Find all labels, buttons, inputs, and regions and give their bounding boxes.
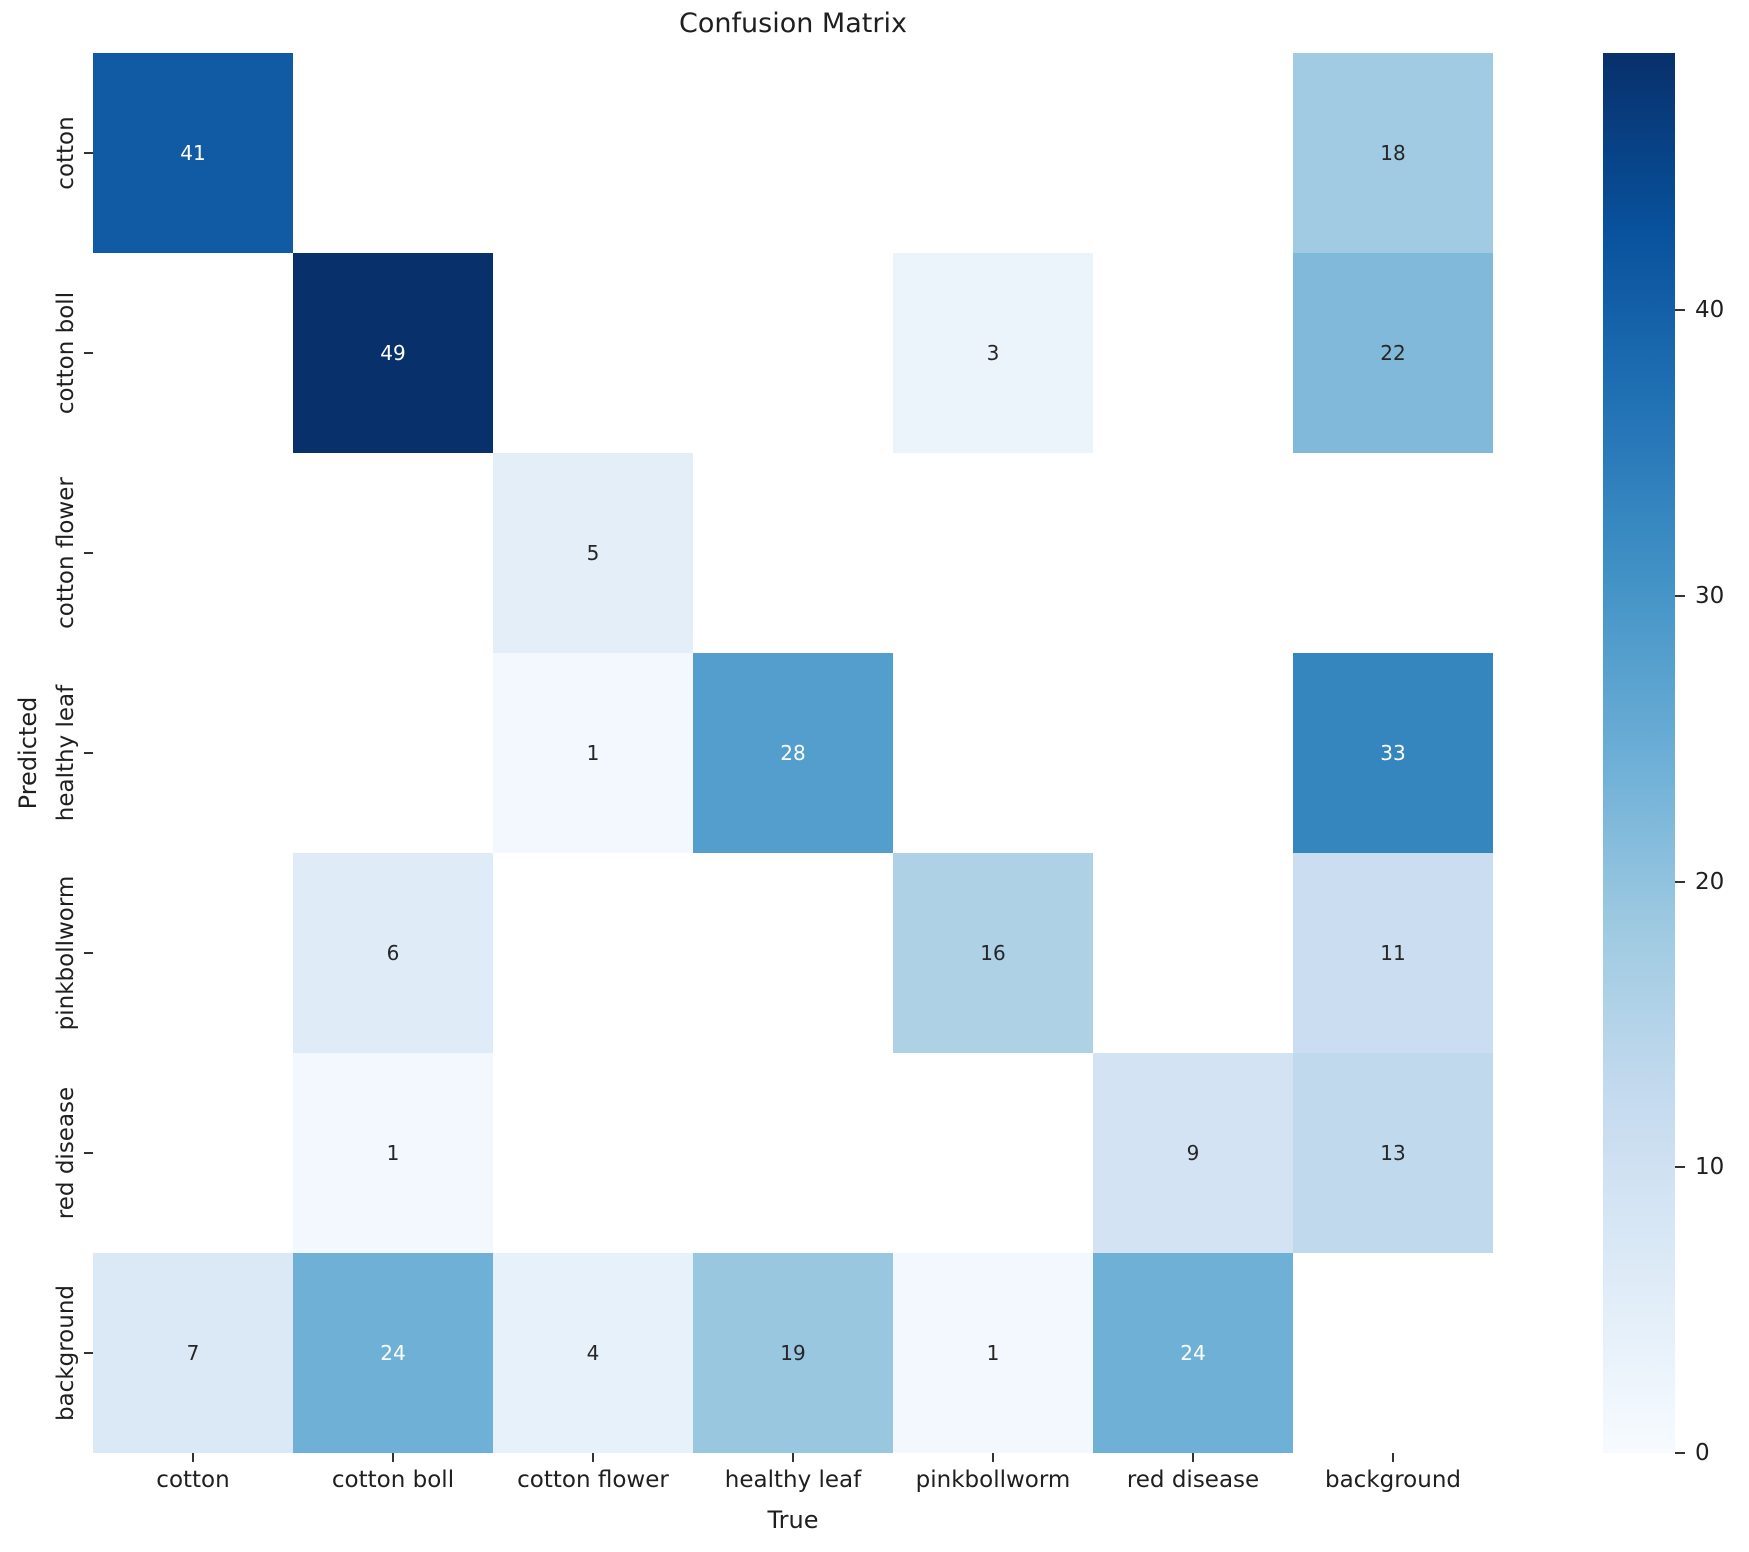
heatmap-cell: 5 — [493, 453, 693, 653]
colorbar-tick-mark — [1675, 309, 1685, 312]
heatmap-cell — [1293, 453, 1493, 653]
y-tick-label: cotton — [53, 116, 79, 190]
heatmap-cell — [893, 53, 1093, 253]
x-tick-label: red disease — [1126, 1467, 1260, 1493]
colorbar-tick-label: 10 — [1695, 1154, 1725, 1181]
colorbar-tick-label: 30 — [1695, 582, 1725, 609]
x-axis-label: True — [767, 1506, 819, 1534]
heatmap-cell — [1093, 653, 1293, 853]
y-axis-label: Predicted — [14, 696, 42, 810]
heatmap-cell: 11 — [1293, 853, 1493, 1053]
heatmap-cell — [1093, 253, 1293, 453]
y-tick-mark — [84, 752, 93, 754]
colorbar — [1603, 53, 1675, 1453]
heatmap-cell — [93, 853, 293, 1053]
x-tick-label: cotton — [156, 1467, 230, 1493]
x-tick-mark — [392, 1453, 394, 1462]
heatmap-cell — [93, 653, 293, 853]
y-tick-label: background — [53, 1284, 79, 1422]
colorbar-tick-mark — [1675, 1452, 1685, 1454]
y-tick-mark — [84, 352, 93, 354]
heatmap-cell: 24 — [293, 1253, 493, 1453]
heatmap-cell — [693, 453, 893, 653]
heatmap-cell: 49 — [293, 253, 493, 453]
heatmap-cell — [893, 453, 1093, 653]
colorbar-tick-label: 20 — [1695, 868, 1725, 895]
heatmap-cell — [493, 253, 693, 453]
heatmap-cell — [93, 453, 293, 653]
colorbar-tick-mark — [1675, 1166, 1685, 1169]
y-tick-mark — [84, 1152, 93, 1154]
heatmap-cell — [493, 1053, 693, 1253]
x-tick-mark — [192, 1453, 194, 1462]
heatmap-cell: 9 — [1093, 1053, 1293, 1253]
heatmap-cell — [1093, 53, 1293, 253]
heatmap-cell — [893, 1053, 1093, 1253]
x-tick-mark — [592, 1453, 594, 1462]
colorbar-tick-mark — [1675, 880, 1685, 883]
x-tick-label: pinkbollworm — [915, 1467, 1071, 1493]
heatmap-cell — [1293, 1253, 1493, 1453]
x-tick-mark — [1192, 1453, 1194, 1462]
heatmap-cell: 16 — [893, 853, 1093, 1053]
y-tick-mark — [84, 1352, 93, 1354]
colorbar-tick-label: 40 — [1695, 297, 1725, 324]
heatmap-cell: 18 — [1293, 53, 1493, 253]
heatmap-cell — [1093, 853, 1293, 1053]
heatmap-cell: 13 — [1293, 1053, 1493, 1253]
x-tick-mark — [1392, 1453, 1394, 1462]
x-tick-label: healthy leaf — [724, 1467, 862, 1493]
x-tick-label: background — [1324, 1467, 1462, 1493]
heatmap-cell — [293, 653, 493, 853]
heatmap-cell — [493, 53, 693, 253]
y-tick-label: cotton flower — [53, 477, 79, 629]
heatmap-cell — [93, 253, 293, 453]
heatmap-cell — [293, 453, 493, 653]
heatmap-cell: 1 — [893, 1253, 1093, 1453]
colorbar-tick-mark — [1675, 594, 1685, 597]
heatmap-cell — [693, 253, 893, 453]
heatmap-cell: 7 — [93, 1253, 293, 1453]
chart-title: Confusion Matrix — [679, 8, 907, 39]
y-tick-mark — [84, 152, 93, 154]
y-tick-label: healthy leaf — [53, 684, 79, 822]
x-tick-label: cotton boll — [331, 1467, 455, 1493]
y-tick-label: pinkbollworm — [53, 875, 79, 1031]
y-tick-label: cotton boll — [53, 291, 79, 415]
heatmap-cell: 24 — [1093, 1253, 1293, 1453]
heatmap-cell — [693, 1053, 893, 1253]
heatmap-cell: 6 — [293, 853, 493, 1053]
heatmap-cell: 19 — [693, 1253, 893, 1453]
heatmap-cell — [1093, 453, 1293, 653]
x-tick-label: cotton flower — [517, 1467, 669, 1493]
x-tick-mark — [792, 1453, 794, 1462]
x-tick-mark — [992, 1453, 994, 1462]
y-tick-label: red disease — [53, 1086, 79, 1220]
heatmap-cell: 1 — [293, 1053, 493, 1253]
heatmap-cell: 41 — [93, 53, 293, 253]
heatmap-cell — [93, 1053, 293, 1253]
heatmap-cell — [493, 853, 693, 1053]
heatmap-cell: 4 — [493, 1253, 693, 1453]
heatmap-cell: 22 — [1293, 253, 1493, 453]
heatmap-cell: 1 — [493, 653, 693, 853]
heatmap-cell — [893, 653, 1093, 853]
y-tick-mark — [84, 552, 93, 554]
heatmap-grid: 41 18 49 3 22 5 1 28 33 6 16 11 1 9 13 7 24 4 19 1 24 — [93, 53, 1493, 1453]
heatmap-cell — [693, 853, 893, 1053]
colorbar-tick-label: 0 — [1695, 1440, 1710, 1466]
heatmap-cell: 3 — [893, 253, 1093, 453]
heatmap-cell: 28 — [693, 653, 893, 853]
heatmap-cell: 33 — [1293, 653, 1493, 853]
y-tick-mark — [84, 952, 93, 954]
heatmap-cell — [693, 53, 893, 253]
heatmap-cell — [293, 53, 493, 253]
